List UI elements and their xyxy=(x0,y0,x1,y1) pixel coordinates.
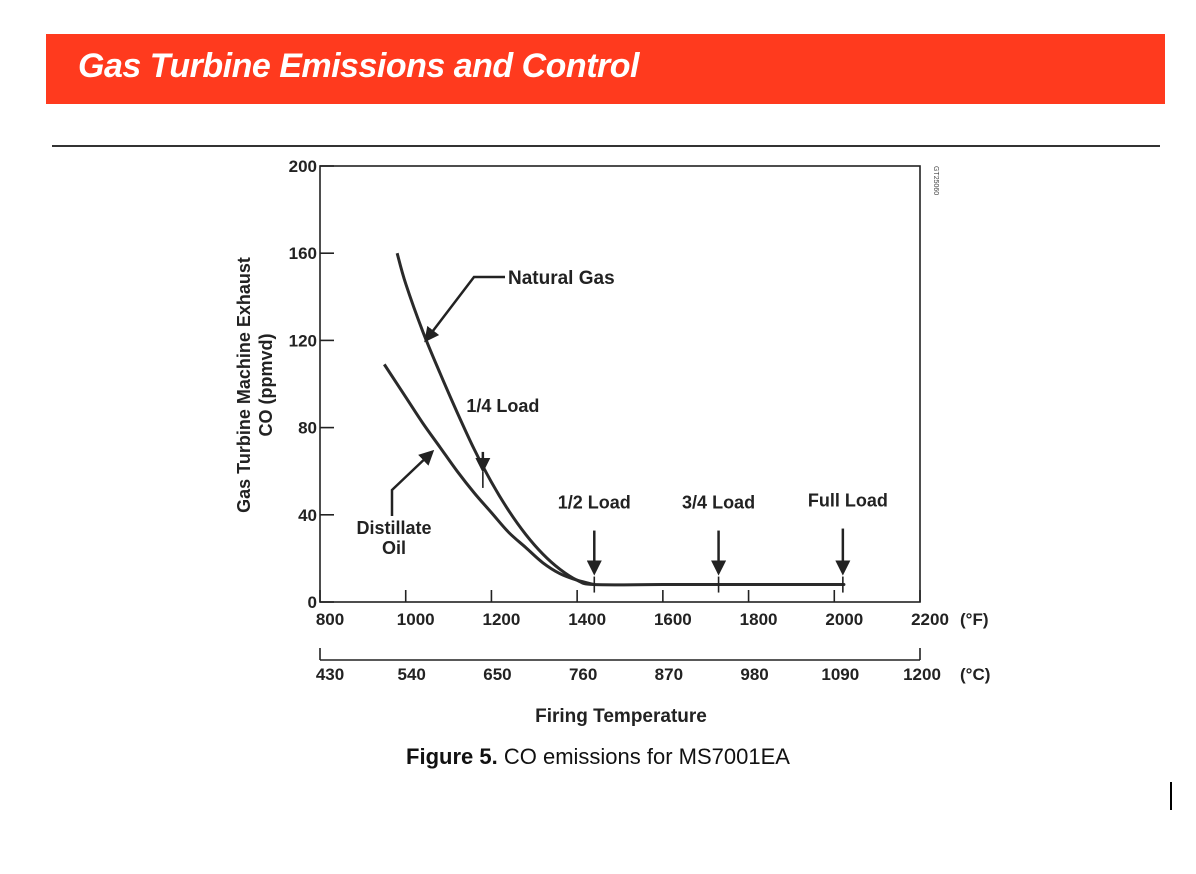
plot-frame xyxy=(319,165,921,603)
x-axis-label: Firing Temperature xyxy=(535,706,707,727)
x-unit-f: (°F) xyxy=(960,610,989,629)
x-tick-label-c: 760 xyxy=(569,665,597,684)
x-unit-c: (°C) xyxy=(960,665,990,684)
natural-gas-pointer xyxy=(424,275,505,343)
load-label: Full Load xyxy=(808,491,888,511)
plot-border xyxy=(319,165,921,603)
x-tick-label-f: 1800 xyxy=(740,610,778,629)
y-tick-label: 120 xyxy=(289,331,317,350)
x-axis-celsius: 430 540 650 760 870 980 1090 1200 (°C) xyxy=(316,648,990,684)
x-tick-label-f: 1600 xyxy=(654,610,692,629)
y-tick-label: 160 xyxy=(289,244,317,263)
y-tick-label: 40 xyxy=(298,506,317,525)
x-tick-label-f: 1400 xyxy=(568,610,606,629)
y-axis-label-line1: Gas Turbine Machine Exhaust xyxy=(234,257,254,513)
figure-caption-text: CO emissions for MS7001EA xyxy=(503,744,790,769)
series-label-natural-gas: Natural Gas xyxy=(508,268,615,289)
x-tick-label-f: 1000 xyxy=(397,610,435,629)
y-tick-label: 0 xyxy=(308,593,317,612)
page-title: Gas Turbine Emissions and Control xyxy=(78,47,639,85)
load-label: 1/4 Load xyxy=(466,396,539,416)
series-label-distillate: Distillate xyxy=(356,518,431,538)
x-tick-label-f: 1200 xyxy=(483,610,521,629)
x-tick-label-f: 2200 xyxy=(911,610,949,629)
load-annotations: 1/4 Load 1/2 Load 3/4 Load Full Load xyxy=(466,396,888,593)
x-tick-label-c: 650 xyxy=(483,665,511,684)
x-tick-label-f: 2000 xyxy=(825,610,863,629)
load-label: 3/4 Load xyxy=(682,493,755,513)
x-tick-label-f: 800 xyxy=(316,610,344,629)
x-tick-label-c: 980 xyxy=(740,665,768,684)
y-axis-label-line2: CO (ppmvd) xyxy=(256,334,276,437)
x-tick-label-c: 540 xyxy=(398,665,426,684)
figure-caption: Figure 5. CO emissions for MS7001EA xyxy=(0,744,1196,770)
y-tick-label: 80 xyxy=(298,419,317,438)
text-cursor xyxy=(1170,782,1172,810)
load-label: 1/2 Load xyxy=(558,493,631,513)
divider xyxy=(52,145,1160,147)
series-label-oil: Oil xyxy=(382,538,406,558)
header-banner: Gas Turbine Emissions and Control xyxy=(46,34,1165,104)
x-axis-fahrenheit: 800 1000 1200 1400 1600 1800 2000 2200 (°F) xyxy=(316,590,989,629)
y-tick-label: 200 xyxy=(289,157,317,176)
x-tick-label-c: 1200 xyxy=(903,665,941,684)
figure-number: Figure 5. xyxy=(406,744,498,769)
x-tick-label-c: 1090 xyxy=(821,665,859,684)
series-lines xyxy=(383,252,846,587)
series-line-natural-gas xyxy=(395,252,846,587)
x-tick-label-c: 430 xyxy=(316,665,344,684)
figure-code-label: GT25060 xyxy=(932,166,939,195)
y-axis: 0 40 80 120 160 200 xyxy=(289,157,334,612)
series-line-distillate-oil xyxy=(383,363,595,587)
x-tick-label-c: 870 xyxy=(655,665,683,684)
distillate-oil-pointer xyxy=(390,449,435,516)
